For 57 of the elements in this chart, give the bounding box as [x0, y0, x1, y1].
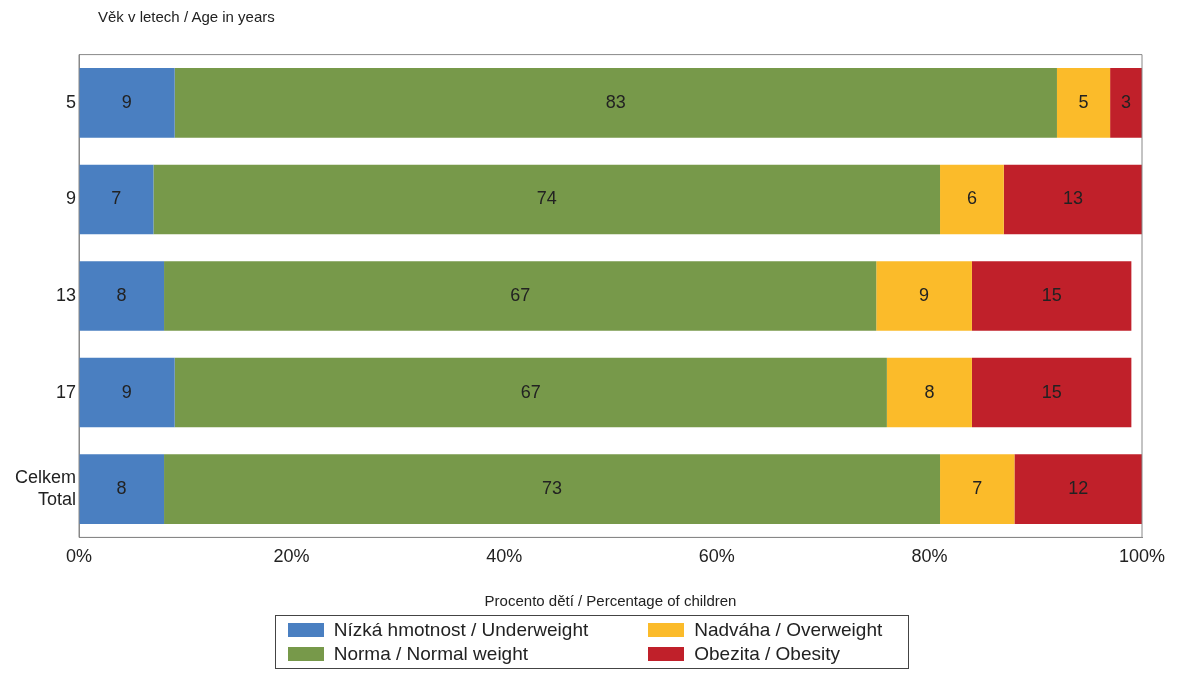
bar — [1003, 164, 1142, 235]
bar — [79, 68, 175, 138]
data-label: 73 — [542, 478, 563, 499]
y-tick-label: 17 — [55, 381, 77, 402]
x-tick-label: 80% — [911, 546, 948, 567]
data-label: 74 — [536, 188, 557, 209]
data-label: 12 — [1068, 478, 1089, 499]
data-label: 13 — [1062, 188, 1083, 209]
data-label: 8 — [924, 381, 935, 402]
y-tick-label: 5 — [66, 91, 77, 112]
x-tick-label: 100% — [1118, 546, 1166, 567]
data-label: 8 — [116, 478, 127, 499]
bar — [174, 357, 887, 428]
data-label: 8 — [116, 284, 127, 305]
data-label: 83 — [605, 91, 626, 112]
data-label: 9 — [919, 284, 930, 305]
data-label: 3 — [1121, 91, 1132, 112]
bar — [79, 261, 165, 331]
bar — [1014, 454, 1142, 524]
bar — [164, 261, 877, 331]
bar — [1056, 68, 1111, 138]
y-tick-label: Celkem Total — [15, 467, 77, 509]
bar — [79, 454, 165, 524]
x-tick-label: 20% — [273, 546, 310, 567]
data-label: 5 — [1078, 91, 1089, 112]
bar — [876, 261, 972, 331]
legend-label: Nadváha / Overweight — [694, 619, 883, 641]
legend-label: Obezita / Obesity — [694, 643, 840, 665]
data-label: 67 — [510, 284, 531, 305]
data-label: 15 — [1041, 284, 1062, 305]
y-tick-label: 13 — [55, 284, 77, 305]
bar — [153, 164, 941, 235]
bar — [164, 454, 941, 524]
data-label: 7 — [972, 478, 983, 499]
bar — [971, 261, 1132, 331]
bar — [971, 357, 1132, 428]
bar — [886, 357, 972, 428]
bar — [79, 357, 175, 428]
bar — [940, 454, 1015, 524]
x-tick-label: 60% — [698, 546, 735, 567]
bar — [174, 68, 1057, 138]
legend-label: Nízká hmotnost / Underweight — [333, 619, 589, 641]
bar — [79, 164, 154, 235]
data-label: 6 — [966, 188, 977, 209]
data-label: 67 — [520, 381, 541, 402]
y-axis-title: Věk v letech / Age in years — [98, 8, 276, 27]
data-label: 9 — [121, 381, 132, 402]
legend-label: Norma / Normal weight — [333, 643, 529, 665]
y-tick-label: 9 — [66, 188, 77, 209]
data-label: 7 — [111, 188, 122, 209]
bar — [1110, 68, 1142, 138]
x-tick-label: 0% — [66, 546, 93, 567]
data-label: 15 — [1041, 381, 1062, 402]
bar — [940, 164, 1004, 235]
x-axis-title: Procento dětí / Percentage of children — [484, 592, 737, 610]
x-tick-label: 40% — [486, 546, 523, 567]
data-label: 9 — [121, 91, 132, 112]
